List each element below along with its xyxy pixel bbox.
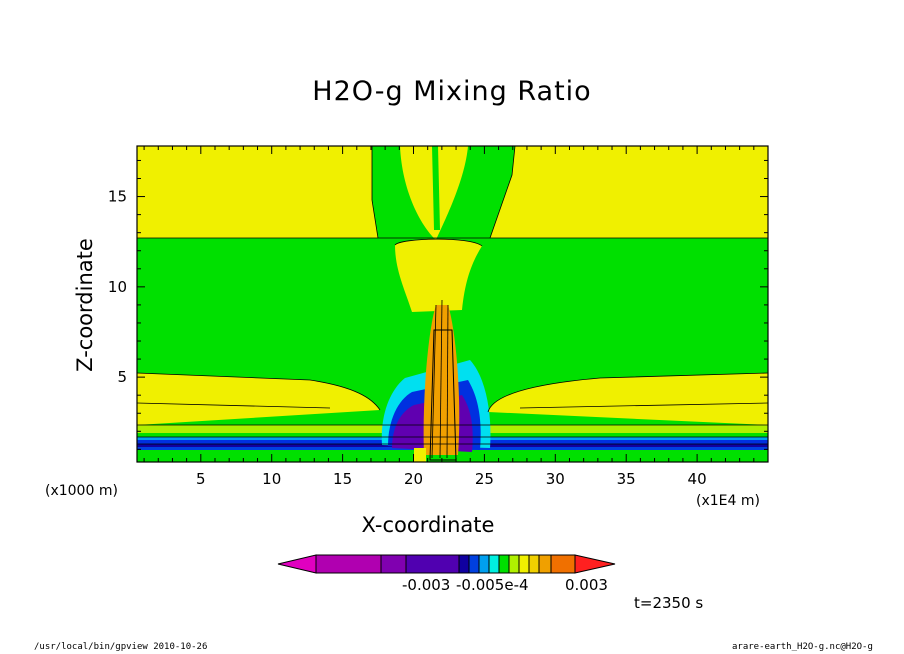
colorbar-label-pos: 0.003 — [565, 576, 608, 594]
y-tick-marks — [137, 159, 768, 450]
colorbar-swatch — [538, 554, 552, 574]
x-axis-label: X-coordinate — [361, 513, 495, 537]
colorbar — [277, 554, 616, 574]
bottom-green — [137, 450, 768, 462]
y-tick-label: 10 — [108, 278, 127, 296]
contour-lines — [136, 145, 769, 459]
x-tick-label: 20 — [404, 470, 423, 488]
x-unit-left: (x1000 m) — [45, 483, 118, 499]
colorbar-max-arrow — [574, 554, 616, 574]
x-unit-right: (x1E4 m) — [696, 493, 760, 509]
x-tick-label: 15 — [333, 470, 352, 488]
core-contours — [429, 329, 457, 461]
y-axis-label: Z-coordinate — [73, 238, 97, 372]
colorbar-swatch — [488, 554, 500, 574]
y-tick-label: 15 — [108, 188, 127, 206]
y-tick-label: 5 — [117, 368, 127, 386]
colorbar-swatch — [528, 554, 540, 574]
colorbar-swatch — [405, 554, 460, 574]
plot-frame — [136, 145, 769, 463]
time-annotation: t=2350 s — [634, 594, 704, 612]
x-tick-label: 25 — [475, 470, 494, 488]
left-lower-yellow — [137, 373, 380, 425]
colorbar-min-arrow — [277, 554, 317, 574]
colorbar-swatch — [508, 554, 520, 574]
colorbar-swatch — [380, 554, 407, 574]
colorbar-swatch — [315, 554, 382, 574]
core-orange — [423, 305, 460, 455]
anvil-yellow — [395, 239, 482, 312]
colorbar-swatch — [458, 554, 470, 574]
colorbar-label-neg: -0.003 — [402, 576, 451, 594]
footer-left: /usr/local/bin/gpview 2010-10-26 — [34, 642, 208, 652]
colorbar-swatch — [518, 554, 530, 574]
tick-labels: 5 10 15 20 25 30 35 40 5 10 15 — [108, 188, 707, 488]
x-tick-label: 35 — [617, 470, 636, 488]
x-tick-label: 5 — [196, 470, 206, 488]
core-base-yellow — [414, 448, 426, 462]
x-tick-label: 30 — [546, 470, 565, 488]
colorbar-swatch — [478, 554, 490, 574]
x-tick-label: 10 — [262, 470, 281, 488]
colorbar-label-mid: -0.005e-4 — [456, 576, 529, 594]
plot-field — [137, 146, 768, 462]
chart-title: H2O-g Mixing Ratio — [312, 76, 592, 107]
colorbar-swatch — [498, 554, 510, 574]
footer-right: arare-earth_H2O-g.nc@H2O-g — [732, 642, 873, 652]
plume-thin-green — [432, 146, 440, 230]
colorbar-swatch — [550, 554, 576, 574]
colorbar-swatch — [468, 554, 480, 574]
right-lower-yellow — [488, 373, 768, 425]
x-tick-marks — [143, 146, 755, 462]
x-tick-label: 40 — [688, 470, 707, 488]
